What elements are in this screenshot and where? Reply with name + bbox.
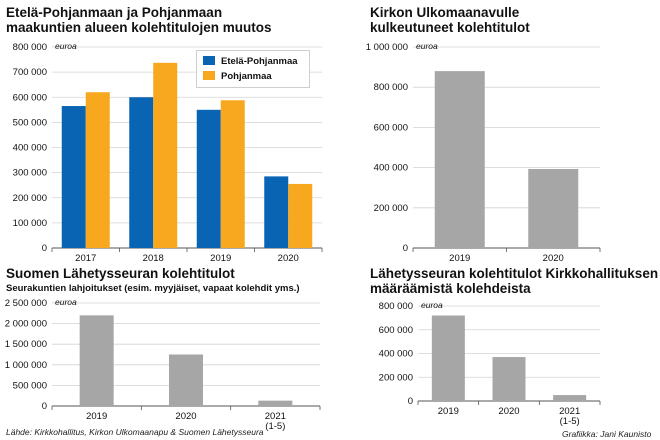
chart1-ytick-label: 300 000 <box>13 168 47 179</box>
credit-note: Grafiikka: Jani Kaunisto <box>562 429 652 439</box>
chart4-unit-label: euroa <box>421 300 443 310</box>
chart4-bar <box>553 395 587 401</box>
chart3-ytick-label: 1 500 000 <box>5 339 47 350</box>
chart4-xtick-label: 2020 <box>498 406 519 417</box>
chart3-ytick-label: 0 <box>42 401 47 412</box>
chart3-title: Suomen Lähetysseuran kolehtitulot <box>6 266 235 281</box>
chart2-ytick-label: 0 <box>403 243 408 254</box>
chart1-ytick-label: 600 000 <box>13 92 47 103</box>
chart2-bar <box>434 71 485 249</box>
chart1-unit-label: euroa <box>55 41 77 51</box>
chart1-bar-pm-2019 <box>220 100 245 248</box>
chart3-unit-label: euroa <box>55 297 77 307</box>
chart1-bar-ep-2017 <box>61 106 86 248</box>
chart2-unit-label: euroa <box>416 41 438 51</box>
legend-item-pm: Pohjanmaa <box>203 71 272 83</box>
chart1-bar-ep-2019 <box>196 109 221 248</box>
chart4-ytick-label: 400 000 <box>379 349 413 360</box>
chart1-xtick-label: 2019 <box>210 253 231 264</box>
chart1-xtick-label: 2020 <box>278 253 299 264</box>
chart2-ytick-label: 800 000 <box>374 82 408 93</box>
chart4-xtick-label: 2021 <box>559 406 580 417</box>
chart1-bar-pm-2020 <box>288 183 313 248</box>
chart4-bar <box>492 357 526 401</box>
chart3-ytick-label: 2 500 000 <box>5 298 47 309</box>
chart4-ytick-label: 600 000 <box>379 325 413 336</box>
chart4-xtick-label: 2019 <box>438 406 459 417</box>
chart1-title-line1: Etelä-Pohjanmaan ja Pohjanmaan <box>6 5 223 20</box>
chart2-ytick-label: 200 000 <box>374 203 408 214</box>
chart4-ytick-label: 800 000 <box>379 301 413 312</box>
chart3-xtick-label: 2019 <box>86 411 107 422</box>
chart3-bar <box>79 315 114 406</box>
legend-label-pm: Pohjanmaa <box>221 71 272 82</box>
chart3-bar <box>258 400 293 406</box>
chart1-ytick-label: 200 000 <box>13 193 47 204</box>
chart2-title-line1: Kirkon Ulkomaanavulle <box>370 5 520 20</box>
chart2-xtick-label: 2019 <box>449 253 470 264</box>
chart2-ytick-label: 400 000 <box>374 163 408 174</box>
chart1-bar-pm-2018 <box>153 62 178 248</box>
chart1-legend: Etelä-Pohjanmaa Pohjanmaa <box>196 50 310 88</box>
legend-label-ep: Etelä-Pohjanmaa <box>221 56 298 67</box>
chart3-xtick-label: 2020 <box>175 411 196 422</box>
chart1-title-line2: maakuntien alueen kolehtitulojen muutos <box>6 20 272 35</box>
legend-item-ep: Etelä-Pohjanmaa <box>203 56 298 68</box>
chart1-bar-ep-2018 <box>129 97 154 248</box>
chart3-ytick-label: 500 000 <box>13 380 47 391</box>
chart1-ytick-label: 100 000 <box>13 218 47 229</box>
chart4-ytick-label: 200 000 <box>379 372 413 383</box>
chart1-bar-ep-2020 <box>264 176 289 248</box>
chart3-bar <box>169 354 203 406</box>
legend-swatch-ep <box>203 56 215 65</box>
chart1-ytick-label: 700 000 <box>13 67 47 78</box>
chart4-bar <box>431 315 465 401</box>
chart3-subtitle: Seurakuntien lahjoitukset (esim. myyjäis… <box>6 283 300 294</box>
chart3-ytick-label: 1 000 000 <box>5 360 47 371</box>
chart1-ytick-label: 500 000 <box>13 117 47 128</box>
chart4-ytick-label: 0 <box>408 396 413 407</box>
chart2-bar <box>528 169 579 248</box>
chart2-title-line2: kulkeutuneet kolehtitulot <box>370 20 530 35</box>
chart1-xtick-label: 2018 <box>143 253 164 264</box>
chart4-xtick-label: (1-5) <box>560 416 580 427</box>
chart4-title-line2: määräämistä kolehdeista <box>370 281 531 296</box>
chart3-ytick-label: 2 000 000 <box>5 319 47 330</box>
legend-swatch-pm <box>203 71 215 80</box>
chart2-ytick-label: 600 000 <box>374 122 408 133</box>
chart4-title-line1: Lähetysseuran kolehtitulot Kirkkohallitu… <box>370 266 659 281</box>
chart1-ytick-label: 400 000 <box>13 143 47 154</box>
chart3-xtick-label: 2021 <box>265 411 286 422</box>
source-note: Lähde: Kirkkohallitus, Kirkon Ulkomaanap… <box>6 427 264 437</box>
chart3-xtick-label: (1-5) <box>265 421 285 432</box>
chart2-xtick-label: 2020 <box>543 253 564 264</box>
chart1-bar-pm-2017 <box>85 92 110 248</box>
chart1-ytick-label: 0 <box>42 243 47 254</box>
chart1-xtick-label: 2017 <box>75 253 96 264</box>
chart2-ytick-label: 1 000 000 <box>366 42 408 53</box>
chart1-ytick-label: 800 000 <box>13 42 47 53</box>
